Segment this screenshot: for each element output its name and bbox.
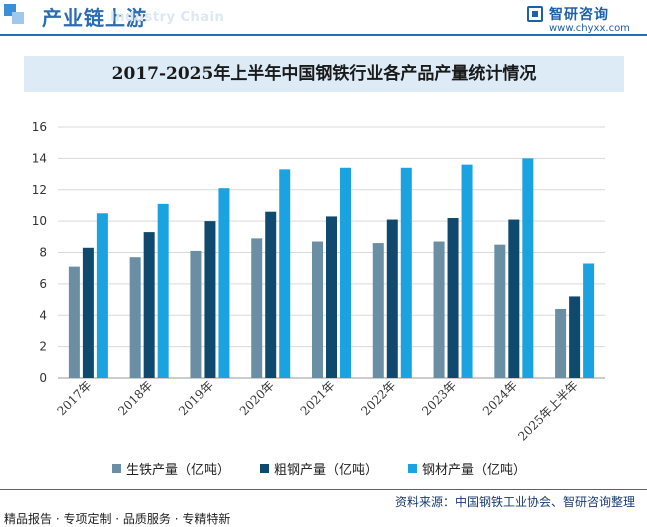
bar-steel-products	[340, 167, 351, 378]
legend-swatch-crude-steel	[260, 464, 269, 473]
x-tick-label: 2019年	[176, 378, 216, 418]
bar-pig-iron	[555, 308, 567, 378]
bar-pig-iron	[372, 243, 384, 378]
y-tick-label: 0	[39, 371, 47, 385]
x-tick-label: 2024年	[480, 378, 520, 418]
brand-logo-icon	[527, 6, 543, 22]
x-tick-label: 2023年	[419, 378, 459, 418]
bar-crude-steel	[143, 232, 155, 378]
header-divider	[0, 34, 647, 36]
y-tick-label: 6	[39, 277, 47, 291]
section-subtitle: Industry Chain	[110, 10, 225, 25]
legend-swatch-steel-products	[408, 464, 417, 473]
bar-crude-steel	[508, 219, 520, 378]
source-note: 资料来源：中国钢铁工业协会、智研咨询整理	[394, 495, 635, 509]
bar-steel-products	[400, 167, 412, 378]
bar-steel-products	[279, 169, 291, 378]
bar-crude-steel	[204, 221, 216, 378]
bar-pig-iron	[68, 266, 80, 378]
bar-pig-iron	[312, 241, 323, 378]
brand-url: www.chyxx.com	[549, 23, 630, 34]
bar-crude-steel	[447, 217, 459, 378]
bar-pig-iron	[494, 244, 506, 378]
legend-swatch-pig-iron	[112, 464, 121, 473]
y-tick-label: 8	[39, 246, 47, 260]
bar-steel-products	[522, 158, 534, 378]
bar-steel-products	[218, 188, 230, 378]
x-tick-label: 2022年	[358, 378, 398, 418]
footer-tagline: 精品报告 · 专项定制 · 品质服务 · 专精特新	[4, 512, 231, 526]
bar-crude-steel	[265, 211, 277, 378]
bar-steel-products	[157, 203, 169, 378]
bar-steel-products	[583, 263, 595, 378]
y-tick-label: 4	[39, 308, 47, 322]
footer-divider	[0, 489, 647, 490]
bar-crude-steel	[386, 219, 398, 378]
x-tick-label: 2021年	[298, 378, 338, 418]
chart-legend: 生铁产量（亿吨） 粗钢产量（亿吨） 钢材产量（亿吨）	[0, 459, 647, 479]
y-tick-label: 2	[39, 340, 47, 354]
section-title: 产业链上游	[42, 6, 147, 30]
bar-pig-iron	[433, 241, 445, 378]
bar-pig-iron	[251, 238, 263, 378]
bar-crude-steel	[569, 296, 581, 378]
x-tick-label: 2018年	[115, 378, 155, 418]
legend-label-pig-iron: 生铁产量（亿吨）	[126, 463, 231, 478]
x-tick-label: 2020年	[237, 378, 277, 418]
x-tick-label: 2017年	[55, 378, 95, 418]
y-tick-label: 12	[32, 183, 47, 197]
y-tick-label: 16	[32, 120, 47, 134]
chart-title: 2017-2025年上半年中国钢铁行业各产品产量统计情况	[24, 56, 624, 92]
bar-pig-iron	[190, 250, 202, 378]
bar-crude-steel	[326, 216, 337, 378]
bar-crude-steel	[82, 247, 94, 378]
page-header: 产业链上游 Industry Chain 智研咨询 www.chyxx.com	[0, 0, 647, 38]
bar-pig-iron	[129, 257, 141, 378]
y-tick-label: 10	[32, 214, 47, 228]
footer-bar	[0, 508, 647, 526]
brand-name: 智研咨询	[549, 7, 609, 23]
brand-logo: 智研咨询 www.chyxx.com	[527, 4, 637, 34]
legend-label-steel-products: 钢材产量（亿吨）	[422, 463, 527, 478]
header-accent-icon	[0, 0, 32, 30]
y-tick-label: 14	[32, 151, 47, 165]
x-tick-label: 2025年上半年	[515, 378, 580, 443]
bar-steel-products	[96, 213, 108, 378]
legend-label-crude-steel: 粗钢产量（亿吨）	[274, 463, 379, 478]
bar-steel-products	[461, 164, 473, 378]
